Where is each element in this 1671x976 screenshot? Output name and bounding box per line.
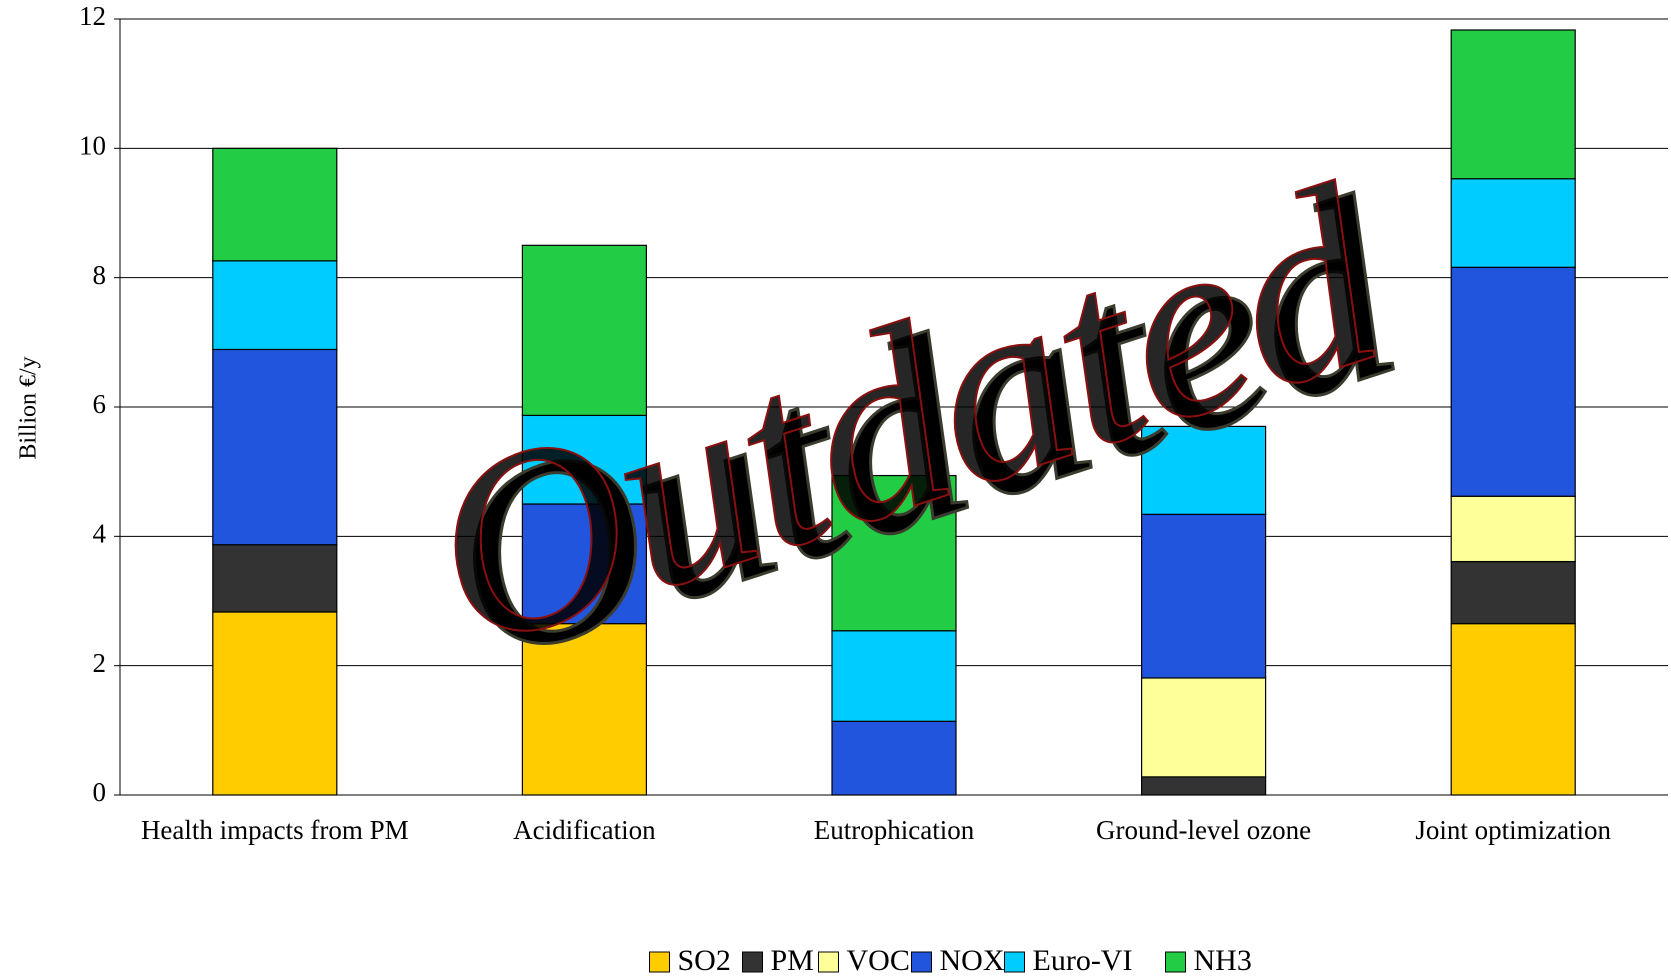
- bar-segment: [831, 474, 957, 632]
- legend-swatch: [1165, 951, 1186, 973]
- bar-segment: [212, 611, 338, 796]
- y-axis-label: Billion €/y: [16, 356, 42, 459]
- bar-segment: [831, 630, 957, 722]
- bar-segment: [521, 414, 648, 505]
- bar-segment: [212, 348, 338, 546]
- legend-swatch: [1004, 951, 1025, 973]
- bar-segment: [212, 260, 338, 351]
- bar-segment: [1450, 178, 1576, 268]
- y-tick-label: 0: [93, 777, 107, 807]
- legend-label: VOC: [847, 944, 910, 976]
- y-tick-label: 6: [93, 389, 107, 419]
- y-tick-label: 8: [93, 260, 107, 290]
- legend-label: Euro-VI: [1033, 944, 1133, 976]
- y-tick-label: 4: [93, 519, 107, 549]
- bar-segment: [831, 720, 957, 796]
- bar-segment: [1450, 29, 1576, 180]
- x-tick-label: Acidification: [513, 815, 656, 845]
- legend-label: SO2: [678, 944, 731, 976]
- bar-segment: [1450, 495, 1576, 563]
- legend-swatch: [649, 951, 670, 973]
- bar-segment: [1140, 776, 1267, 796]
- bar-segment: [1140, 677, 1267, 778]
- bar-segment: [212, 147, 338, 262]
- y-tick-label: 10: [79, 131, 106, 161]
- bar-segment: [521, 623, 648, 796]
- bar-segment: [521, 244, 648, 417]
- bar-segment: [212, 544, 338, 613]
- legend-label: NOX: [940, 944, 1005, 976]
- legend-label: NH3: [1194, 944, 1252, 976]
- legend-swatch: [911, 951, 932, 973]
- x-tick-label: Eutrophication: [813, 815, 975, 845]
- y-tick-label: 12: [79, 1, 106, 31]
- y-tick-label: 2: [93, 648, 107, 678]
- bar-segment: [1450, 266, 1576, 497]
- x-tick-label: Joint optimization: [1415, 815, 1612, 845]
- bar-segment: [1450, 560, 1576, 625]
- bar-segment: [1450, 623, 1576, 796]
- bar-segment: [1140, 513, 1267, 679]
- x-tick-label: Ground-level ozone: [1096, 815, 1312, 845]
- legend-swatch: [742, 951, 763, 973]
- bar-segment: [521, 503, 648, 625]
- bar-segment: [1140, 425, 1267, 515]
- legend-label: PM: [771, 944, 814, 976]
- legend-swatch: [818, 951, 839, 973]
- x-tick-label: Health impacts from PM: [140, 815, 409, 845]
